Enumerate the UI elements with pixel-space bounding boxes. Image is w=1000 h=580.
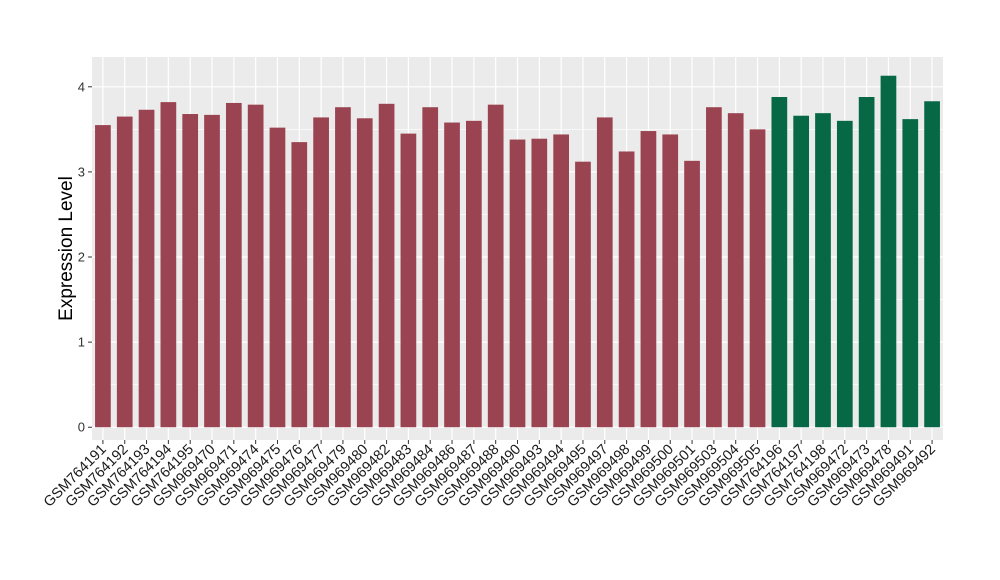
bar-GSM969480 (356, 118, 373, 428)
bar-GSM969503 (706, 107, 722, 428)
bar-GSM764195 (182, 114, 199, 428)
y-tick-label: 0 (78, 420, 85, 435)
bar-GSM969488 (487, 104, 504, 428)
bar-GSM969473 (858, 97, 875, 428)
y-tick-label: 3 (78, 164, 85, 179)
bar-GSM969475 (269, 127, 286, 428)
bar-GSM969483 (400, 133, 417, 428)
y-axis-title: Expression Level (56, 176, 77, 321)
bar-GSM969487 (466, 120, 482, 428)
bar-GSM969492 (924, 101, 940, 428)
bar-GSM969497 (596, 117, 613, 428)
bar-GSM764197 (793, 115, 810, 428)
bars (95, 75, 940, 428)
bar-GSM969470 (204, 114, 220, 428)
bar-GSM969486 (444, 122, 460, 428)
bar-GSM969479 (335, 107, 351, 428)
bar-GSM969504 (727, 113, 744, 428)
x-axis: GSM764191GSM764192GSM764193GSM764194GSM7… (41, 440, 939, 510)
y-axis: 0 1 2 3 4 (78, 79, 92, 435)
bar-GSM969498 (618, 151, 635, 428)
bar-GSM969482 (378, 103, 395, 428)
bar-GSM969474 (247, 104, 264, 428)
bar-GSM969494 (553, 134, 569, 428)
bar-GSM969491 (902, 119, 919, 428)
bar-GSM969500 (662, 134, 679, 428)
bar-GSM969478 (880, 75, 897, 428)
y-tick-label: 4 (78, 79, 85, 94)
bar-GSM969476 (291, 142, 308, 428)
bar-GSM969484 (422, 107, 439, 428)
bar-GSM969490 (509, 139, 526, 428)
bar-GSM969477 (313, 117, 329, 428)
bar-GSM969493 (531, 138, 548, 428)
bar-GSM969471 (225, 102, 242, 428)
bar-GSM764194 (160, 102, 177, 428)
y-tick-label: 1 (78, 335, 85, 350)
bar-GSM764198 (815, 113, 831, 428)
bar-GSM764193 (138, 109, 155, 428)
bar-GSM969501 (684, 160, 700, 428)
bar-GSM764192 (116, 116, 133, 428)
y-tick-label: 2 (78, 250, 85, 265)
bar-GSM764191 (95, 125, 111, 428)
bar-GSM969472 (836, 120, 853, 428)
bar-GSM969495 (575, 161, 591, 428)
bar-GSM969499 (640, 131, 657, 428)
bar-GSM764196 (771, 97, 788, 428)
bar-GSM969505 (749, 129, 766, 428)
